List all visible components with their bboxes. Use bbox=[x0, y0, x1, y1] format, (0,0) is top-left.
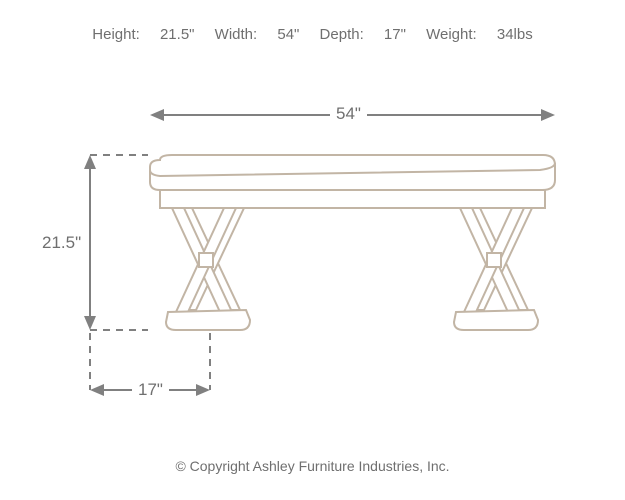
depth-dimension-label: 17" bbox=[132, 380, 169, 400]
bench-right-leg bbox=[454, 208, 538, 330]
bench-apron bbox=[160, 190, 545, 208]
arrowhead-icon bbox=[84, 316, 96, 330]
height-dimension-label: 21.5" bbox=[36, 233, 87, 253]
diagram-canvas: Height: 21.5" Width: 54" Depth: 17" Weig… bbox=[0, 0, 625, 500]
arrowhead-icon bbox=[150, 109, 164, 121]
arrowhead-icon bbox=[84, 155, 96, 169]
diagram-svg bbox=[0, 0, 625, 500]
arrowhead-icon bbox=[196, 384, 210, 396]
arrowhead-icon bbox=[90, 384, 104, 396]
arrowhead-icon bbox=[541, 109, 555, 121]
bench-left-leg bbox=[166, 208, 250, 330]
width-dimension-label: 54" bbox=[330, 104, 367, 124]
copyright-text: © Copyright Ashley Furniture Industries,… bbox=[0, 458, 625, 474]
